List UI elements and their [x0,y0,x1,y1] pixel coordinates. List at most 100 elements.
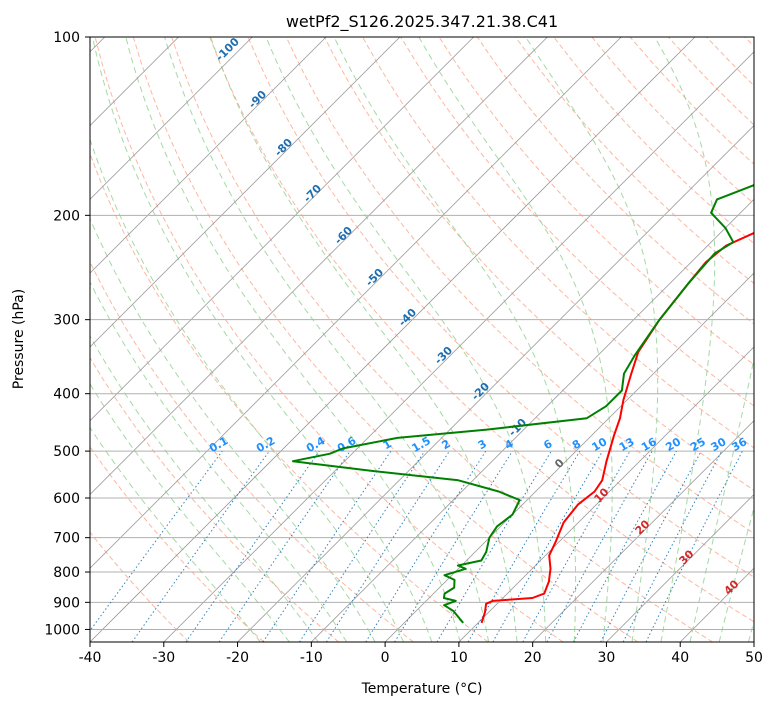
moist-adiabat-label: 30 [677,547,697,567]
mixing-ratio-label: 0.4 [304,434,328,455]
dry-adiabat-label: -80 [272,136,295,159]
moist-adiabat-line [90,137,405,642]
dry-adiabat-line [90,260,414,642]
x-tick-label: 30 [598,650,616,666]
mixing-ratio-line [645,450,743,642]
dry-adiabat-line [553,37,754,245]
moist-adiabat-line [718,505,754,642]
isotherm-line [90,37,696,642]
inline-labels: 0.1 0.2 0.4 0.6 1 1.5 2 3 4 6 8 10 13 16 20 25 30 36-100-… [207,35,750,598]
moist-adiabat-line [90,383,290,642]
dry-adiabat-line [171,37,713,642]
y-tick-label: 1000 [44,622,80,638]
moist-adiabat-line [90,335,319,642]
y-tick-label: 800 [53,565,80,581]
y-tick-label: 100 [53,30,80,46]
moist-adiabat-line [525,37,659,642]
dry-adiabat-line [515,37,754,285]
dry-adiabat-label: -100 [213,35,242,64]
plot-frame [89,36,755,643]
mixing-ratio-label: 8 [570,437,583,452]
isotherm-line [90,37,253,200]
x-tick-label: -20 [226,650,249,666]
dry-adiabat-line [323,37,754,491]
mixing-ratio-label: 6 [541,437,554,452]
temperature-line [480,231,754,624]
moist-adiabat-line [333,37,577,642]
axes: -40 -30 -20 -10 0 10 20 30 40 5010020030040050060… [44,30,763,666]
moist-adiabat-line [748,619,754,642]
isotherm-line [606,493,754,642]
y-tick-label: 700 [53,531,80,547]
profile-series [291,183,754,624]
isotherm-line [384,272,754,642]
y-tick-label: 300 [53,313,80,329]
dry-adiabat-label: -20 [469,380,492,403]
isotherm-line [237,124,754,642]
moist-adiabat-line [90,280,348,642]
dry-adiabat-line [362,37,754,449]
dry-adiabat-line [706,37,754,87]
chart-title: wetPf2_S126.2025.347.21.38.C41 [286,12,558,32]
isotherm-line [679,567,754,642]
moist-adiabat-line [654,37,716,642]
y-tick-label: 400 [53,387,80,403]
dry-adiabat-line [476,37,754,325]
isotherm-line [311,198,754,642]
x-tick-label: 50 [745,650,763,666]
x-tick-label: 0 [381,650,390,666]
dry-adiabat-line [90,446,265,642]
isotherm-line [90,37,622,569]
isotherm-line [532,420,754,642]
dry-adiabat-label: -30 [432,344,455,367]
x-tick-label: 40 [671,650,689,666]
moist-adiabat-line [265,37,547,642]
moist-adiabat-line [90,426,261,642]
mixing-ratio-label: 3 [476,437,489,452]
mixing-ratio-label: 2 [439,437,452,452]
dry-adiabat-label: -70 [301,182,324,205]
y-tick-label: 900 [53,595,80,611]
mixing-ratio-line [522,450,631,642]
isotherm-line [90,37,548,496]
dry-adiabat-line [438,37,754,366]
mixing-ratio-line [622,450,723,642]
moist-adiabat-line [210,37,518,642]
dry-adiabat-line [132,37,639,642]
moist-adiabat-line [90,217,376,642]
mixing-ratio-line [546,450,653,642]
mixing-ratio-label: 0.6 [335,434,359,455]
mixing-ratio-line [299,450,426,642]
mixing-ratio-line [262,450,392,642]
dry-adiabat-label: -60 [332,224,355,247]
isotherm-line [90,37,401,348]
y-axis-label: Pressure (hPa) [11,289,27,389]
dry-adiabat-label: -90 [246,88,269,111]
x-axis-label: Temperature (°C) [361,681,483,697]
moist-adiabat-line [92,37,433,642]
moist-adiabat-label: 20 [633,517,653,537]
isotherm-line [753,641,754,642]
moist-adiabat-label: 40 [722,577,742,597]
moist-adiabat-line [689,356,754,642]
mixing-ratio-line [218,450,351,642]
y-tick-label: 200 [53,208,80,224]
y-tick-label: 600 [53,491,80,507]
mixing-ratio-line [600,450,702,642]
mixing-ratio-label: 0.1 [207,434,230,455]
isotherm-line [90,37,474,422]
dry-adiabat-line [90,531,190,642]
x-tick-label: 20 [524,650,542,666]
dry-adiabat-line [744,37,754,47]
mixing-ratio-line [394,450,513,642]
x-tick-label: 10 [450,650,468,666]
moist-adiabat-line [164,37,490,642]
x-tick-label: -40 [79,650,102,666]
dry-adiabat-line [90,152,489,642]
x-tick-label: -10 [300,650,323,666]
dry-adiabat-line [94,37,564,642]
x-tick-label: -30 [152,650,175,666]
y-tick-label: 500 [53,444,80,460]
dry-adiabat-label: -50 [363,266,386,289]
